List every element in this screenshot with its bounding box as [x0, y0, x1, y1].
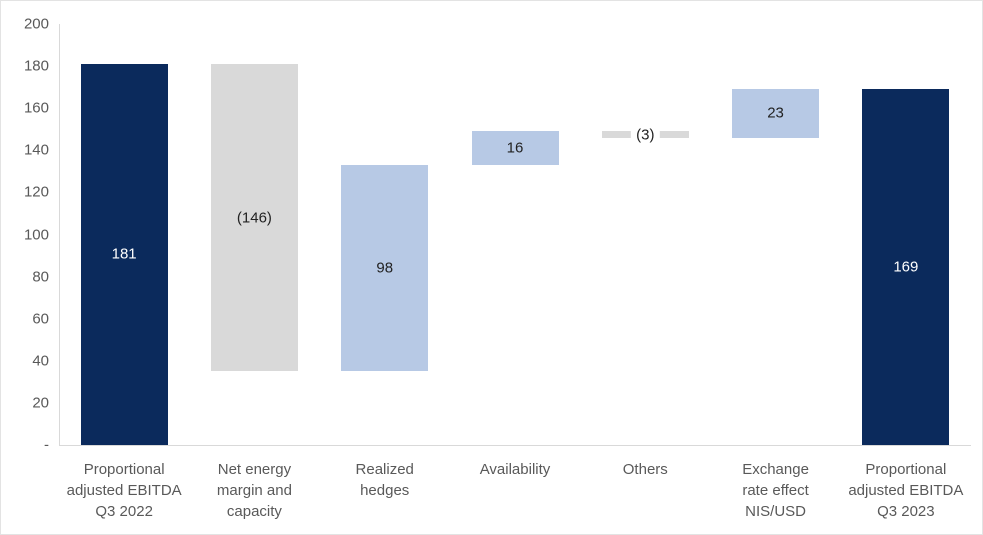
- y-axis-tick-label: 140: [23, 141, 49, 159]
- x-axis-category-label-line: adjusted EBITDA: [848, 482, 964, 499]
- y-axis-tick-label: -: [44, 436, 49, 454]
- y-axis-tick-label: 180: [23, 57, 49, 75]
- bar-value-label: 98: [376, 259, 394, 277]
- bar-net-energy-margin-and-capacity: [210, 63, 298, 372]
- bar-value-label: 16: [506, 139, 524, 157]
- x-axis-category-label-line: Availability: [479, 461, 551, 478]
- x-axis-category-label-line: hedges: [360, 482, 410, 499]
- bar-value-label: 23: [767, 104, 784, 122]
- bar-value-label: 181: [111, 245, 137, 263]
- y-axis-tick-label: 40: [32, 352, 49, 370]
- x-axis-category-label-line: Q3 2022: [95, 503, 153, 520]
- bar-exchange-rate-effect-nis-usd: [732, 89, 820, 138]
- y-axis-tick-label: 160: [23, 99, 49, 117]
- x-axis-category-label-line: adjusted EBITDA: [66, 482, 182, 499]
- x-axis-category-label-line: Net energy: [217, 461, 292, 478]
- x-axis-category-label-proportional-adjusted-ebitda-q3-2022: Proportional adjusted EBITDA Q3 2022: [59, 459, 189, 522]
- x-axis-line: [59, 445, 971, 446]
- x-axis-category-label-others: Others: [580, 459, 710, 480]
- x-axis-category-label-line: Proportional: [83, 461, 165, 478]
- x-axis-category-label-line: margin and: [216, 482, 292, 499]
- y-axis-tick-label: 120: [23, 183, 49, 201]
- x-axis-category-label-proportional-adjusted-ebitda-q3-2023: Proportional adjusted EBITDA Q3 2023: [841, 459, 971, 522]
- bar-value-label: (146): [236, 209, 272, 227]
- bar-value-label: 169: [893, 258, 919, 276]
- y-axis-tick-label: 200: [23, 15, 49, 33]
- bar-value-label: (3): [631, 126, 660, 143]
- y-axis-line: [59, 24, 60, 445]
- bar-proportional-adjusted-ebitda-q3-2022: [80, 63, 168, 445]
- x-axis-category-label-line: Others: [622, 461, 668, 478]
- y-axis-tick-label: 60: [32, 310, 49, 328]
- x-axis-category-label-line: Realized: [355, 461, 414, 478]
- bar-proportional-adjusted-ebitda-q3-2023: [862, 89, 950, 445]
- x-axis-category-label-line: Exchange: [742, 461, 809, 478]
- x-axis-category-label-line: Proportional: [865, 461, 947, 478]
- x-axis-category-label-realized-hedges: Realized hedges: [320, 459, 450, 501]
- y-axis-tick-label: 100: [23, 226, 49, 243]
- x-axis-category-label-line: rate effect: [742, 482, 809, 499]
- x-axis-category-label-availability: Availability: [450, 459, 580, 480]
- bar-availability: [471, 131, 559, 166]
- x-axis-category-label-exchange-rate-effect-nis-usd: Exchange rate effect NIS/USD: [710, 459, 840, 522]
- x-axis-category-label-line: Q3 2023: [877, 503, 935, 520]
- bar-realized-hedges: [341, 165, 429, 372]
- x-axis-category-label-line: capacity: [226, 503, 282, 520]
- x-axis-category-label-net-energy-margin-and-capacity: Net energy margin and capacity: [189, 459, 319, 522]
- y-axis-tick-label: 20: [32, 394, 49, 412]
- y-axis-tick-label: 80: [32, 268, 49, 286]
- x-axis-category-label-line: NIS/USD: [745, 503, 806, 520]
